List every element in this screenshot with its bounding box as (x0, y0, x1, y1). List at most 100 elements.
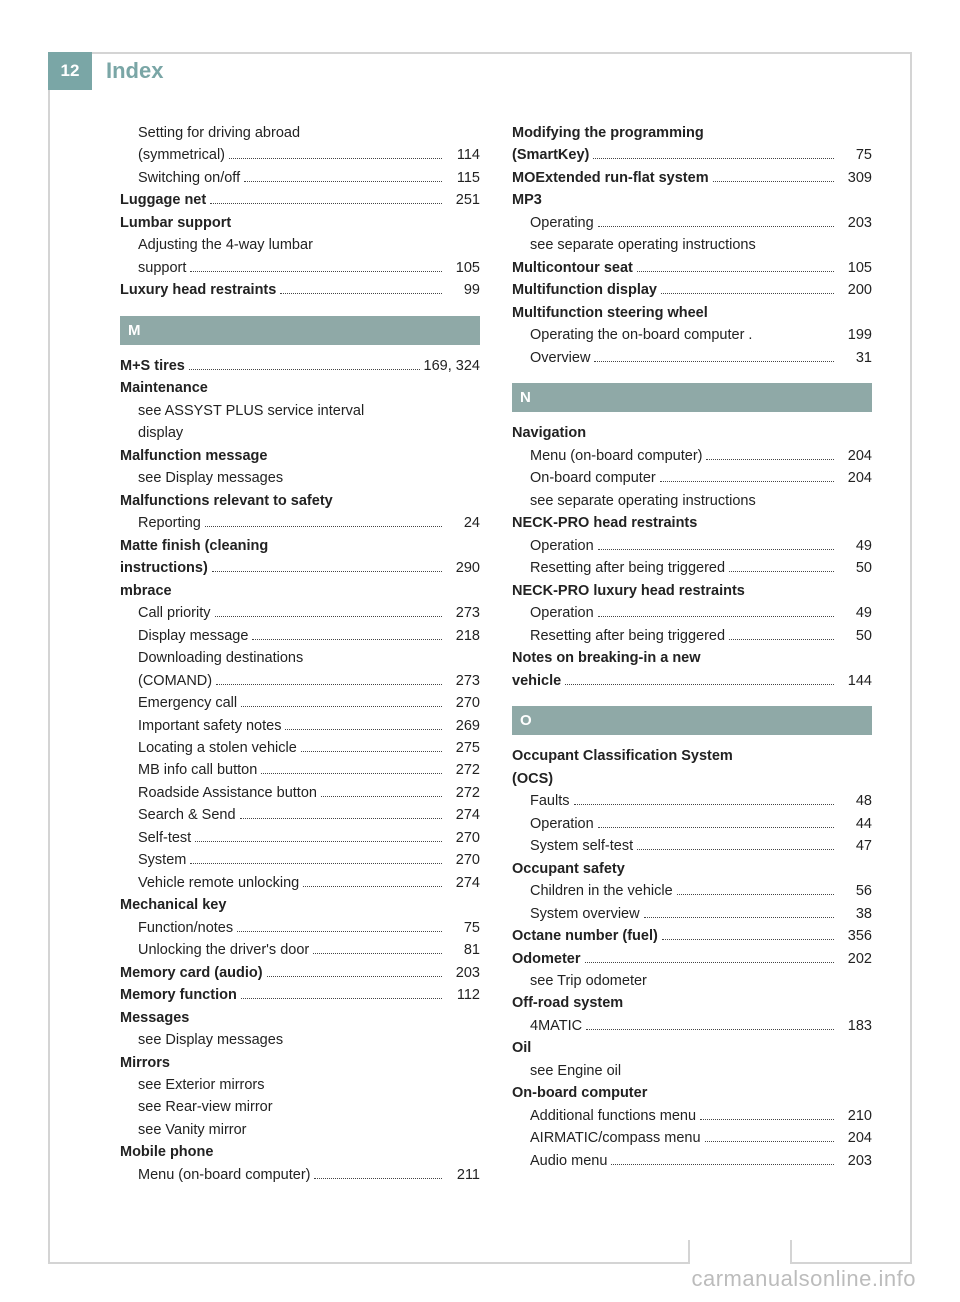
leader-dots (267, 976, 442, 977)
index-page: 105 (446, 257, 480, 279)
index-page: 290 (446, 557, 480, 579)
leader-dots (205, 526, 442, 527)
index-page: 183 (838, 1015, 872, 1037)
index-page: 49 (838, 602, 872, 624)
index-label: vehicle (512, 670, 561, 692)
index-label: support (138, 257, 186, 279)
index-page: 218 (446, 625, 480, 647)
index-entry: see Engine oil (512, 1060, 872, 1082)
index-entry: 4MATIC 183 (512, 1015, 872, 1037)
index-entry: Vehicle remote unlocking 274 (120, 872, 480, 894)
index-entry: Search & Send 274 (120, 804, 480, 826)
leader-dots (229, 158, 442, 159)
index-page: 273 (446, 670, 480, 692)
leader-dots (661, 293, 834, 294)
leader-dots (729, 639, 834, 640)
index-page: 309 (838, 167, 872, 189)
index-entry: AIRMATIC/compass menu 204 (512, 1127, 872, 1149)
index-entry: Matte finish (cleaning (120, 535, 480, 557)
index-label: MOExtended run-flat system (512, 167, 709, 189)
leader-dots (706, 459, 834, 460)
index-label: Overview (530, 347, 590, 369)
index-label: System self-test (530, 835, 633, 857)
leader-dots (190, 271, 442, 272)
leader-dots (713, 181, 834, 182)
index-label: Resetting after being triggered (530, 625, 725, 647)
index-page: 270 (446, 692, 480, 714)
index-label: Operation (530, 602, 594, 624)
index-page: 114 (446, 144, 480, 166)
index-entry: Audio menu 203 (512, 1150, 872, 1172)
index-label: Important safety notes (138, 715, 281, 737)
index-entry: Notes on breaking-in a new (512, 647, 872, 669)
index-entry: see Display messages (120, 467, 480, 489)
leader-dots (644, 917, 834, 918)
index-entry: display (120, 422, 480, 444)
index-label: Operating the on-board computer . (530, 324, 752, 346)
leader-dots (598, 226, 834, 227)
index-page: 203 (446, 962, 480, 984)
index-entry: NECK-PRO head restraints (512, 512, 872, 534)
index-entry: see Rear-view mirror (120, 1096, 480, 1118)
index-entry: Reporting 24 (120, 512, 480, 534)
index-page: 50 (838, 557, 872, 579)
index-entry: Multifunction steering wheel (512, 302, 872, 324)
index-page: 169, 324 (424, 355, 480, 377)
index-entry: instructions) 290 (120, 557, 480, 579)
index-entry: Odometer 202 (512, 948, 872, 970)
index-entry: Resetting after being triggered 50 (512, 625, 872, 647)
index-entry: support 105 (120, 257, 480, 279)
index-page: 75 (838, 144, 872, 166)
index-label: Multifunction display (512, 279, 657, 301)
index-page: 204 (838, 1127, 872, 1149)
index-label: Resetting after being triggered (530, 557, 725, 579)
index-right-column: Modifying the programming(SmartKey) 75MO… (512, 122, 872, 1186)
leader-dots (662, 939, 834, 940)
index-page: 47 (838, 835, 872, 857)
leader-dots (280, 293, 442, 294)
leader-dots (240, 818, 442, 819)
index-entry: Navigation (512, 422, 872, 444)
index-entry: MOExtended run-flat system 309 (512, 167, 872, 189)
index-label: Additional functions menu (530, 1105, 696, 1127)
index-entry: Operation 49 (512, 602, 872, 624)
index-entry: Adjusting the 4-way lumbar (120, 234, 480, 256)
index-entry: Modifying the programming (512, 122, 872, 144)
index-page: 274 (446, 872, 480, 894)
index-label: Display message (138, 625, 248, 647)
index-label: Switching on/off (138, 167, 240, 189)
index-entry: Memory function 112 (120, 984, 480, 1006)
index-entry: Display message 218 (120, 625, 480, 647)
index-entry: Luggage net 251 (120, 189, 480, 211)
index-entry: Mobile phone (120, 1141, 480, 1163)
index-entry: Emergency call 270 (120, 692, 480, 714)
index-entry: System overview 38 (512, 903, 872, 925)
index-label: Memory card (audio) (120, 962, 263, 984)
index-entry: Mirrors (120, 1052, 480, 1074)
index-page: 270 (446, 827, 480, 849)
index-entry: mbrace (120, 580, 480, 602)
index-entry: Menu (on-board computer) 204 (512, 445, 872, 467)
index-left-column: Setting for driving abroad(symmetrical) … (120, 122, 480, 1186)
section-header: M (120, 316, 480, 345)
index-label: Operating (530, 212, 594, 234)
index-label: Luxury head restraints (120, 279, 276, 301)
index-entry: see Trip odometer (512, 970, 872, 992)
leader-dots (705, 1141, 834, 1142)
index-entry: Occupant Classification System (512, 745, 872, 767)
leader-dots (216, 684, 442, 685)
index-label: On-board computer (530, 467, 656, 489)
index-label: 4MATIC (530, 1015, 582, 1037)
index-entry: Operating the on-board computer . 199 (512, 324, 872, 346)
index-entry: Octane number (fuel) 356 (512, 925, 872, 947)
index-label: (COMAND) (138, 670, 212, 692)
frame-bottom-right (792, 1262, 912, 1264)
index-label: Octane number (fuel) (512, 925, 658, 947)
index-page: 270 (446, 849, 480, 871)
index-entry: Oil (512, 1037, 872, 1059)
index-entry: Overview 31 (512, 347, 872, 369)
leader-dots (314, 1178, 442, 1179)
index-entry: Operation 44 (512, 813, 872, 835)
index-entry: On-board computer (512, 1082, 872, 1104)
index-entry: vehicle 144 (512, 670, 872, 692)
